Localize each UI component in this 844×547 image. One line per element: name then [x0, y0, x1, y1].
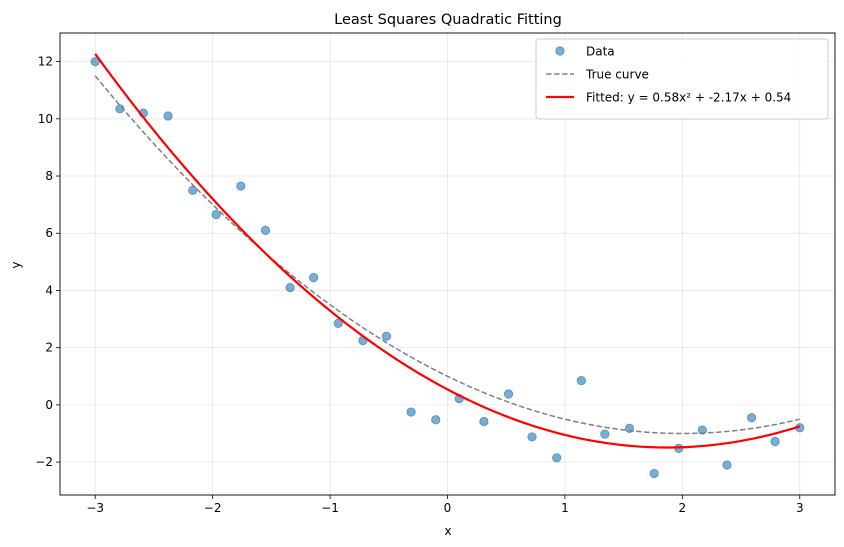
legend-label: True curve: [585, 68, 649, 82]
data-point: [163, 111, 173, 121]
x-tick-label: −3: [86, 501, 104, 515]
x-tick-label: 3: [796, 501, 804, 515]
y-tick-label: 4: [45, 283, 53, 297]
data-point: [406, 407, 416, 417]
legend-label: Data: [586, 45, 615, 59]
plot-area: [90, 53, 805, 479]
data-point: [431, 415, 441, 425]
data-point: [649, 468, 659, 479]
true-curve-line: [94, 75, 800, 435]
data-point: [479, 416, 489, 427]
x-tick-label: 1: [561, 501, 569, 515]
y-tick-label: 8: [45, 169, 53, 183]
data-point: [333, 318, 343, 328]
data-point: [552, 453, 562, 463]
grid: [60, 33, 835, 495]
y-tick-label: 0: [45, 398, 53, 412]
data-point: [527, 432, 537, 442]
data-point: [747, 413, 757, 423]
data-point: [576, 375, 586, 386]
data-point: [697, 425, 707, 435]
data-point: [260, 225, 271, 235]
x-tick-label: 0: [444, 501, 452, 515]
x-axis-label: x: [444, 524, 451, 538]
x-tick-label: −1: [321, 501, 339, 515]
data-point: [285, 283, 295, 293]
legend-box: [535, 38, 829, 120]
data-point: [600, 429, 610, 439]
y-tick-label: 2: [45, 341, 53, 355]
data-point: [211, 210, 221, 220]
chart-title: Least Squares Quadratic Fitting: [334, 12, 562, 28]
data-point: [503, 389, 514, 399]
data-point: [770, 436, 780, 447]
y-axis-label: y: [9, 261, 23, 268]
legend-label: Fitted: y = 0.58x² + -2.17x + 0.54: [586, 91, 791, 105]
y-tick-label: 10: [38, 112, 53, 126]
x-tick-label: 2: [679, 501, 687, 515]
x-tick-label: −2: [204, 501, 222, 515]
legend-marker: [555, 46, 565, 56]
data-point: [381, 331, 392, 341]
data-point: [188, 185, 198, 195]
y-tick-label: 6: [45, 226, 53, 240]
data-point: [309, 272, 319, 283]
y-tick-label: −2: [35, 455, 53, 469]
data-point: [722, 460, 732, 470]
data-point: [90, 57, 100, 67]
fitted-curve-line: [94, 53, 801, 449]
data-point: [236, 181, 246, 191]
y-tick-label: 12: [38, 55, 53, 69]
legend: Data True curve Fitted: y = 0.58x² + -2.17…: [535, 38, 829, 120]
